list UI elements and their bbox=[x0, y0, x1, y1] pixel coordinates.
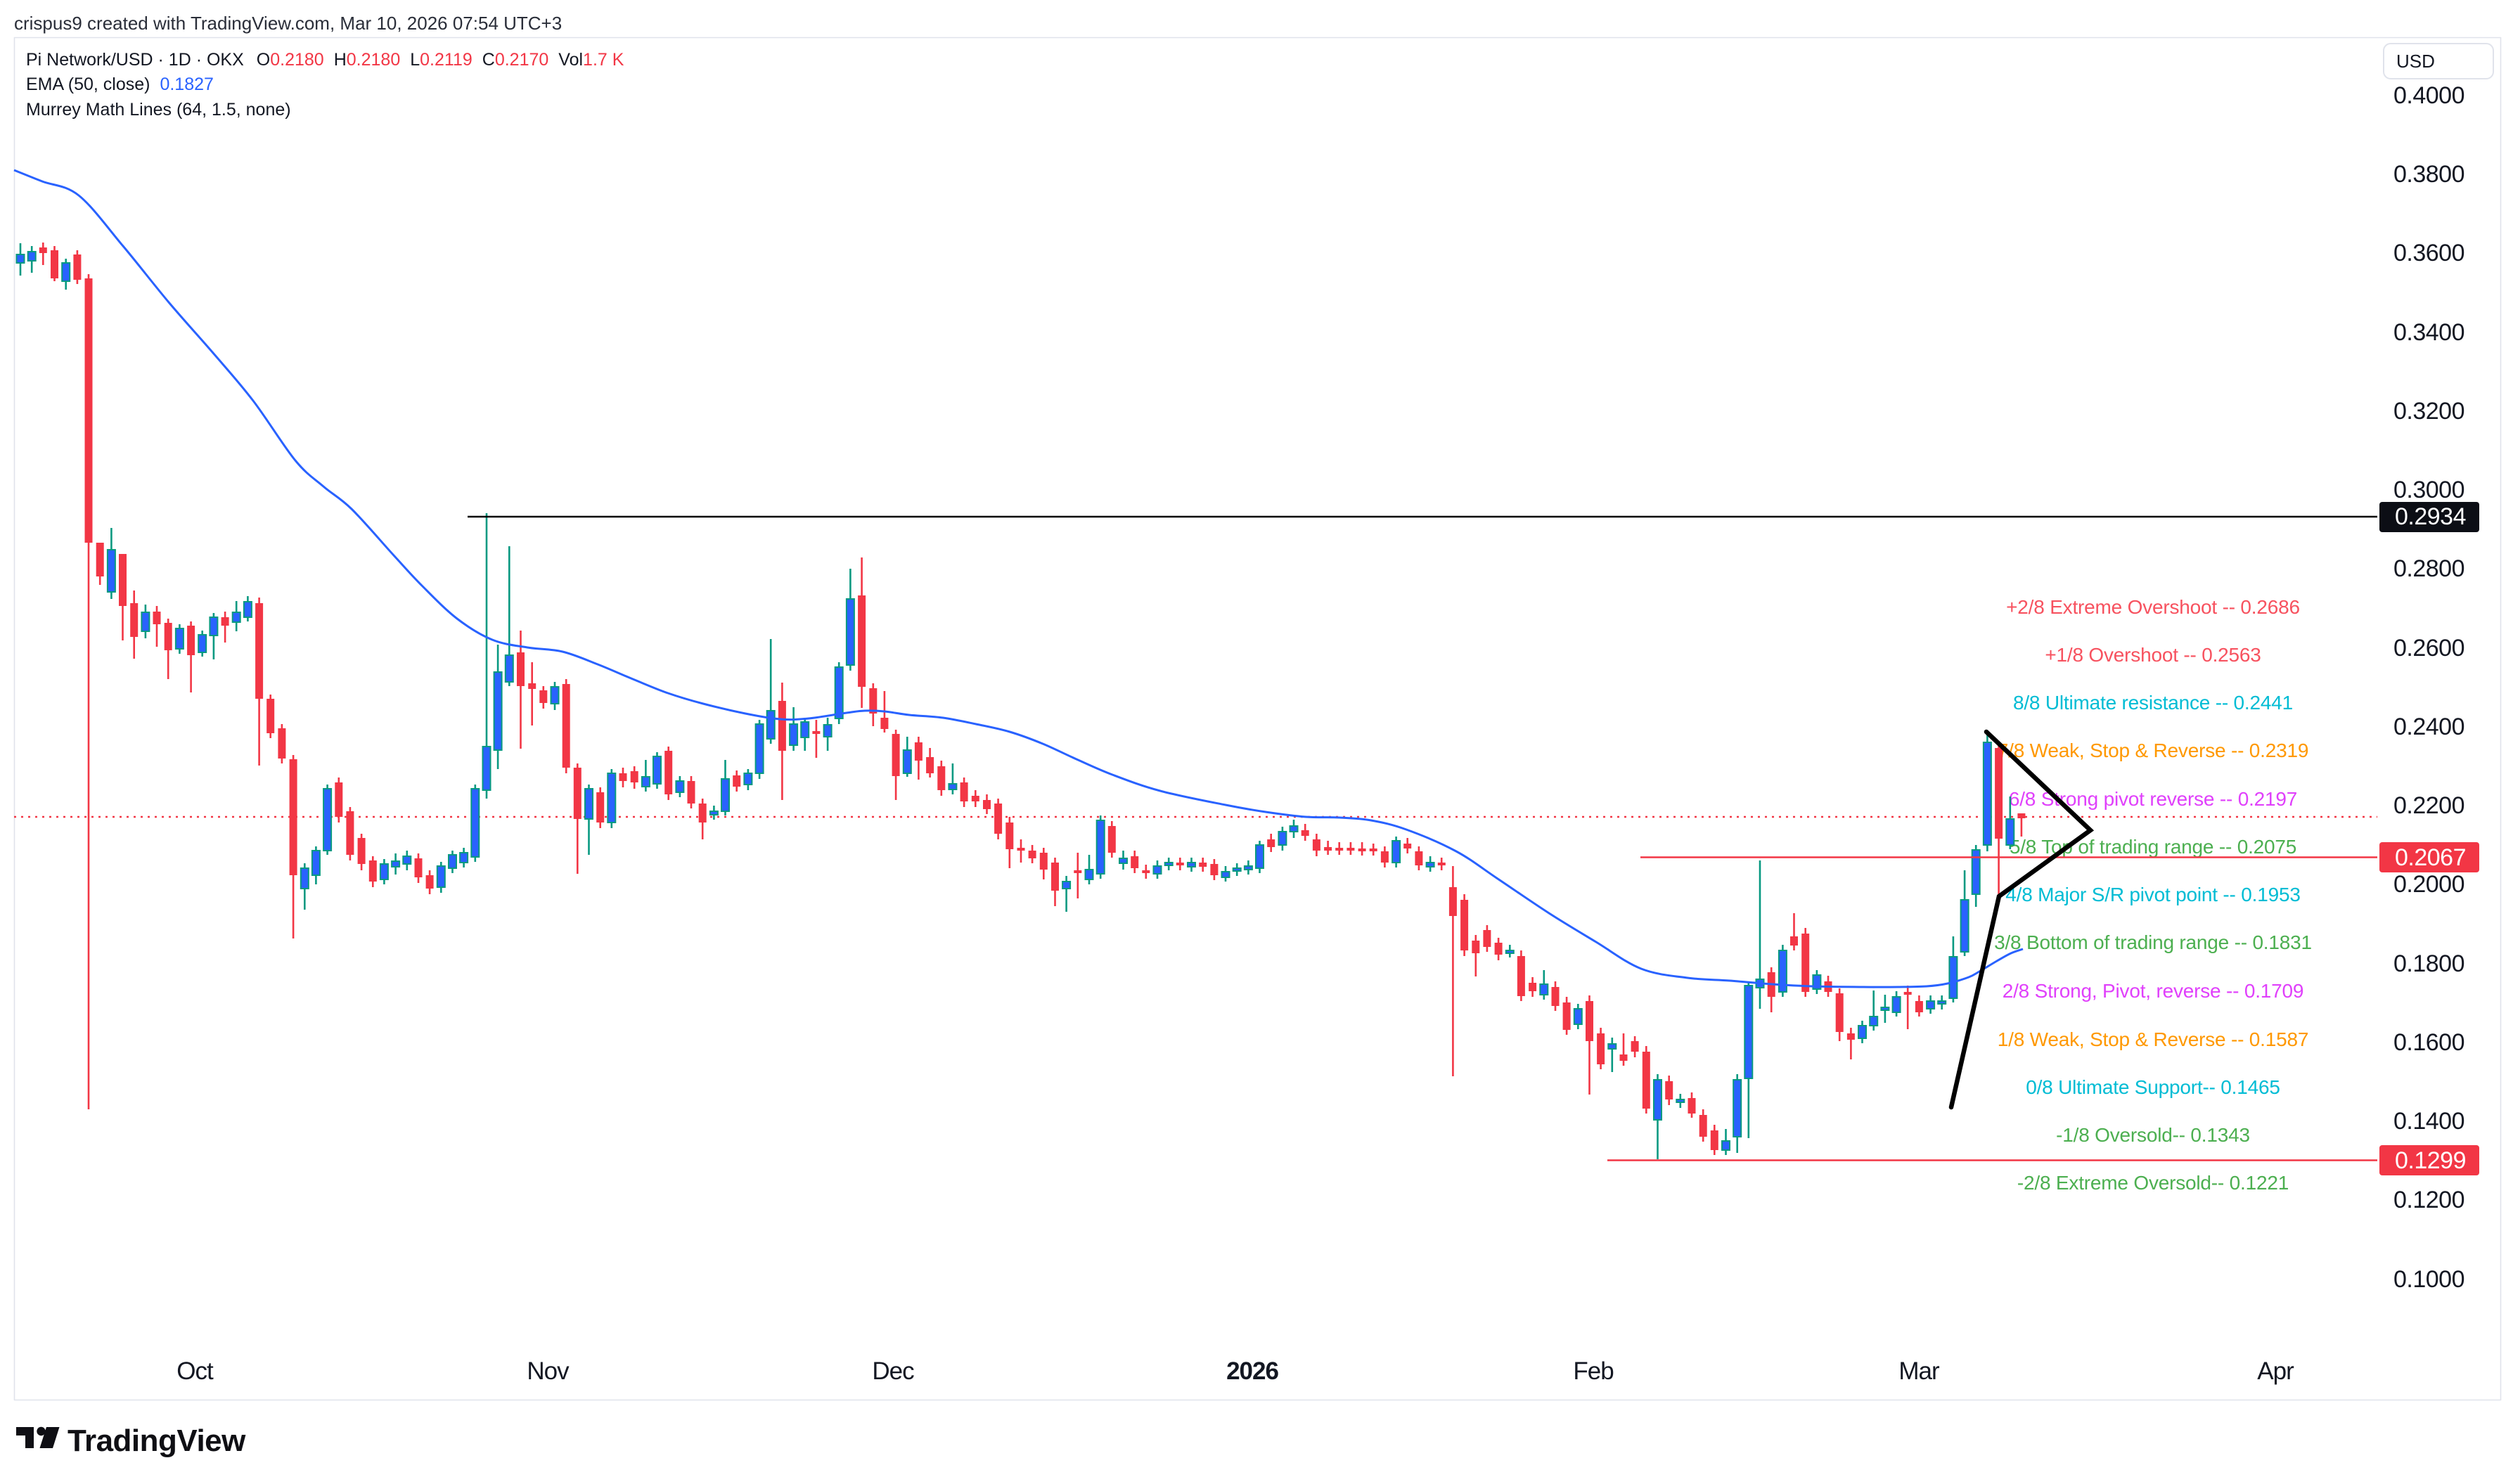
svg-text:0.2000: 0.2000 bbox=[2393, 871, 2464, 898]
svg-text:Feb: Feb bbox=[1573, 1357, 1613, 1385]
svg-text:8/8 Ultimate resistance -- 0.: 8/8 Ultimate resistance -- 0.2441 bbox=[2013, 692, 2293, 714]
svg-text:1/8 Weak, Stop & Reverse -- 0: 1/8 Weak, Stop & Reverse -- 0.1587 bbox=[1998, 1028, 2308, 1050]
svg-text:0.4000: 0.4000 bbox=[2393, 82, 2464, 109]
svg-text:0.2067: 0.2067 bbox=[2395, 844, 2466, 871]
svg-text:0.2934: 0.2934 bbox=[2395, 503, 2466, 530]
svg-text:7/8 Weak, Stop & Reverse -- 0: 7/8 Weak, Stop & Reverse -- 0.2319 bbox=[1998, 740, 2308, 761]
svg-text:0.2800: 0.2800 bbox=[2393, 555, 2464, 582]
svg-text:5/8 Top of trading range -- 0: 5/8 Top of trading range -- 0.2075 bbox=[2010, 836, 2296, 858]
svg-text:0.3200: 0.3200 bbox=[2393, 398, 2464, 425]
svg-text:crispus9 created with TradingV: crispus9 created with TradingView.com, M… bbox=[14, 13, 562, 34]
svg-text:-1/8 Oversold-- 0.1343: -1/8 Oversold-- 0.1343 bbox=[2056, 1124, 2250, 1146]
svg-text:4/8 Major S/R pivot point --: 4/8 Major S/R pivot point -- 0.1953 bbox=[2005, 884, 2300, 905]
svg-text:0.3400: 0.3400 bbox=[2393, 319, 2464, 346]
svg-text:0.3000: 0.3000 bbox=[2393, 477, 2464, 503]
svg-text:-2/8 Extreme Oversold-- 0.122: -2/8 Extreme Oversold-- 0.1221 bbox=[2017, 1172, 2289, 1194]
svg-text:0.1000: 0.1000 bbox=[2393, 1266, 2464, 1293]
svg-text:Dec: Dec bbox=[872, 1357, 914, 1385]
svg-text:+1/8 Overshoot -- 0.2563: +1/8 Overshoot -- 0.2563 bbox=[2045, 644, 2261, 666]
svg-text:Apr: Apr bbox=[2257, 1357, 2294, 1385]
svg-text:0.1600: 0.1600 bbox=[2393, 1029, 2464, 1056]
svg-text:Oct: Oct bbox=[176, 1357, 214, 1385]
svg-text:Mar: Mar bbox=[1898, 1357, 1940, 1385]
svg-text:2/8 Strong, Pivot, reverse --: 2/8 Strong, Pivot, reverse -- 0.1709 bbox=[2003, 980, 2304, 1002]
svg-text:2026: 2026 bbox=[1226, 1357, 1278, 1385]
svg-text:0.2600: 0.2600 bbox=[2393, 635, 2464, 662]
svg-text:Murrey Math Lines (64, 1.5, no: Murrey Math Lines (64, 1.5, none) bbox=[26, 100, 291, 120]
svg-text:0.1200: 0.1200 bbox=[2393, 1187, 2464, 1213]
svg-text:0.3800: 0.3800 bbox=[2393, 161, 2464, 188]
svg-text:3/8 Bottom of trading range --: 3/8 Bottom of trading range -- 0.1831 bbox=[1994, 931, 2312, 953]
svg-text:0/8 Ultimate Support-- 0.1465: 0/8 Ultimate Support-- 0.1465 bbox=[2026, 1076, 2280, 1098]
svg-text:TradingView: TradingView bbox=[68, 1424, 246, 1458]
svg-text:EMA (50, close)0.1827: EMA (50, close) 0.1827 bbox=[26, 75, 214, 94]
svg-text:0.2400: 0.2400 bbox=[2393, 714, 2464, 740]
svg-text:0.1800: 0.1800 bbox=[2393, 950, 2464, 977]
svg-text:USD: USD bbox=[2396, 51, 2435, 72]
svg-text:0.3600: 0.3600 bbox=[2393, 240, 2464, 266]
svg-text:Nov: Nov bbox=[527, 1357, 570, 1385]
svg-text:+2/8 Extreme Overshoot -- 0.2: +2/8 Extreme Overshoot -- 0.2686 bbox=[2006, 596, 2300, 618]
svg-text:0.2200: 0.2200 bbox=[2393, 792, 2464, 819]
svg-text:0.1400: 0.1400 bbox=[2393, 1108, 2464, 1135]
svg-text:0.1299: 0.1299 bbox=[2395, 1147, 2466, 1174]
